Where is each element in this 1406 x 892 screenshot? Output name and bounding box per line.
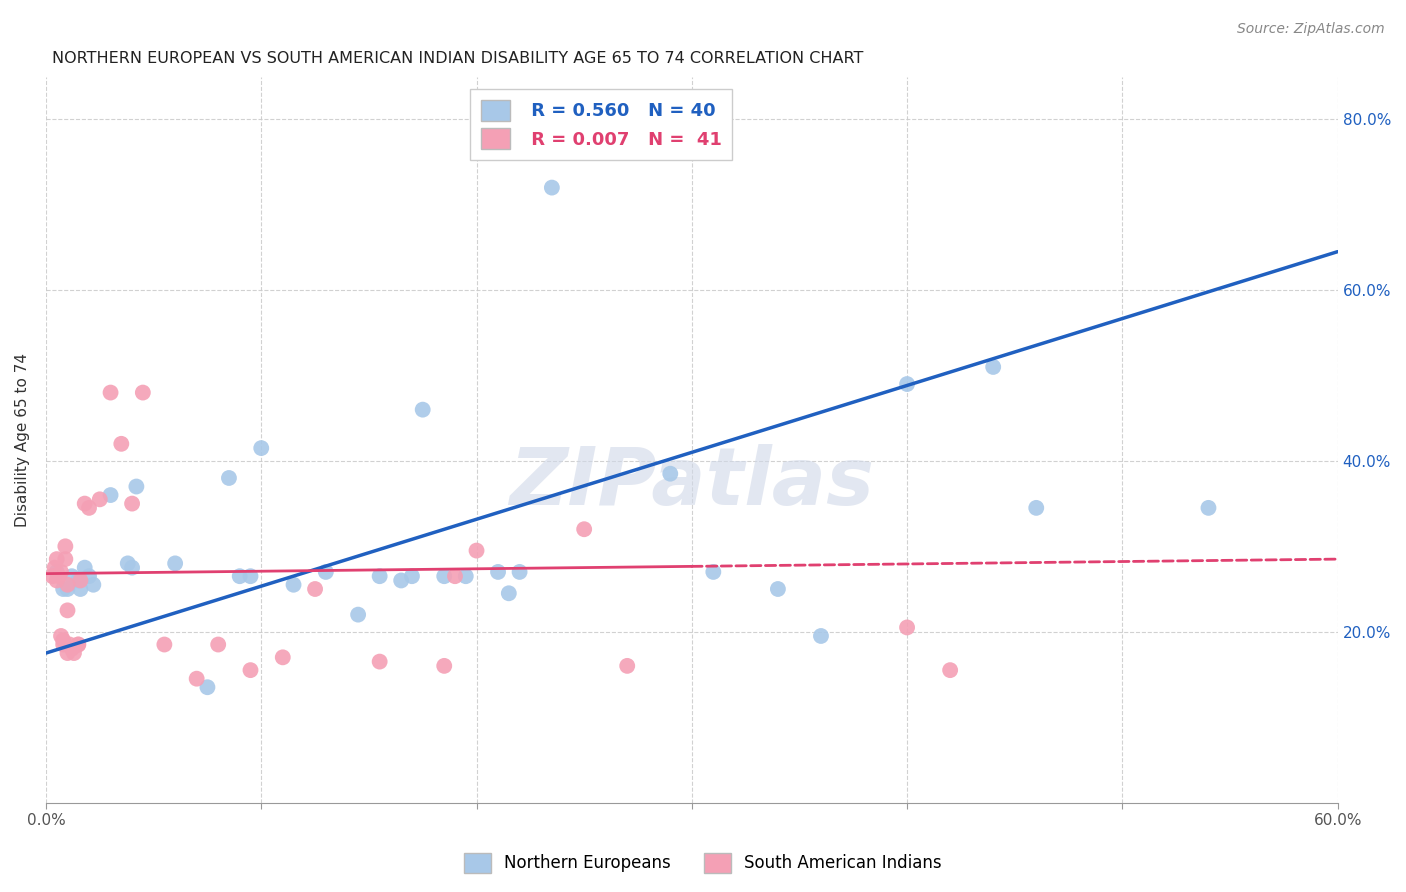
- Point: [896, 377, 918, 392]
- Point: [616, 658, 638, 673]
- Point: [89, 492, 111, 507]
- Point: [45, 565, 67, 579]
- Point: [509, 565, 531, 579]
- Point: [60, 569, 83, 583]
- Point: [389, 574, 412, 588]
- Point: [810, 629, 832, 643]
- Point: [250, 441, 273, 455]
- Point: [186, 672, 208, 686]
- Legend: Northern Europeans, South American Indians: Northern Europeans, South American India…: [457, 847, 949, 880]
- Point: [465, 543, 488, 558]
- Point: [454, 569, 477, 583]
- Point: [45, 552, 67, 566]
- Point: [498, 586, 520, 600]
- Point: [896, 620, 918, 634]
- Point: [132, 385, 155, 400]
- Point: [433, 658, 456, 673]
- Point: [239, 569, 262, 583]
- Point: [56, 603, 79, 617]
- Point: [67, 574, 90, 588]
- Point: [541, 180, 564, 194]
- Point: [73, 560, 96, 574]
- Point: [283, 578, 305, 592]
- Point: [368, 655, 391, 669]
- Point: [121, 560, 143, 574]
- Point: [69, 574, 91, 588]
- Point: [572, 522, 595, 536]
- Point: [304, 582, 326, 596]
- Point: [49, 629, 72, 643]
- Point: [347, 607, 370, 622]
- Point: [401, 569, 423, 583]
- Point: [52, 638, 75, 652]
- Point: [82, 578, 104, 592]
- Point: [165, 557, 187, 571]
- Point: [228, 569, 250, 583]
- Point: [412, 402, 434, 417]
- Point: [53, 539, 76, 553]
- Text: NORTHERN EUROPEAN VS SOUTH AMERICAN INDIAN DISABILITY AGE 65 TO 74 CORRELATION C: NORTHERN EUROPEAN VS SOUTH AMERICAN INDI…: [52, 51, 863, 66]
- Point: [981, 359, 1004, 374]
- Point: [153, 638, 176, 652]
- Point: [45, 574, 67, 588]
- Point: [73, 497, 96, 511]
- Point: [52, 582, 75, 596]
- Point: [77, 569, 100, 583]
- Point: [100, 488, 122, 502]
- Point: [41, 569, 63, 583]
- Point: [48, 569, 70, 583]
- Legend:  R = 0.560   N = 40,  R = 0.007   N =  41: R = 0.560 N = 40, R = 0.007 N = 41: [471, 89, 733, 160]
- Point: [1198, 500, 1220, 515]
- Point: [117, 557, 139, 571]
- Point: [77, 500, 100, 515]
- Point: [100, 385, 122, 400]
- Point: [444, 569, 467, 583]
- Point: [60, 641, 83, 656]
- Point: [49, 565, 72, 579]
- Point: [52, 633, 75, 648]
- Point: [53, 552, 76, 566]
- Point: [659, 467, 682, 481]
- Point: [271, 650, 294, 665]
- Point: [63, 646, 86, 660]
- Point: [207, 638, 229, 652]
- Point: [939, 663, 962, 677]
- Y-axis label: Disability Age 65 to 74: Disability Age 65 to 74: [15, 352, 30, 526]
- Point: [433, 569, 456, 583]
- Point: [56, 578, 79, 592]
- Point: [56, 582, 79, 596]
- Point: [486, 565, 509, 579]
- Point: [125, 479, 148, 493]
- Point: [67, 638, 90, 652]
- Point: [197, 680, 219, 694]
- Point: [368, 569, 391, 583]
- Point: [766, 582, 789, 596]
- Point: [702, 565, 724, 579]
- Point: [44, 560, 66, 574]
- Point: [218, 471, 240, 485]
- Point: [121, 497, 143, 511]
- Point: [69, 582, 91, 596]
- Point: [56, 646, 79, 660]
- Text: ZIPatlas: ZIPatlas: [509, 444, 875, 522]
- Text: Source: ZipAtlas.com: Source: ZipAtlas.com: [1237, 22, 1385, 37]
- Point: [59, 638, 82, 652]
- Point: [67, 638, 90, 652]
- Point: [315, 565, 337, 579]
- Point: [239, 663, 262, 677]
- Point: [110, 437, 132, 451]
- Point: [1025, 500, 1047, 515]
